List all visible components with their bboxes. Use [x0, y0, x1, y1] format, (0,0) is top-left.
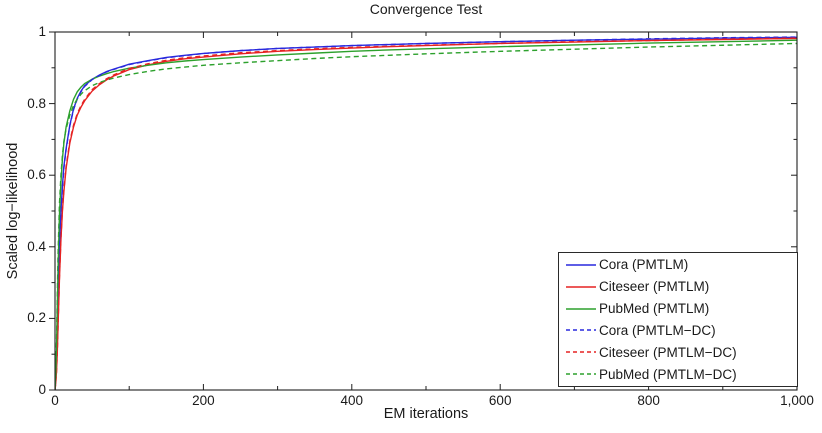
legend-line-dashed-icon [566, 351, 596, 353]
y-tick-label: 0 [38, 382, 46, 397]
chart-title: Convergence Test [369, 1, 483, 17]
legend-item: Citeseer (PMTLM−DC) [566, 342, 797, 363]
legend-item: PubMed (PMTLM−DC) [566, 364, 797, 385]
legend-line-dashed-icon [566, 373, 596, 375]
x-tick-label: 200 [192, 393, 215, 408]
x-tick-label: 800 [637, 393, 660, 408]
legend-label: Citeseer (PMTLM−DC) [599, 344, 737, 360]
series-line-4 [54, 37, 798, 391]
legend-item: PubMed (PMTLM) [566, 298, 797, 319]
legend-line-solid-icon [566, 264, 596, 266]
y-tick-label: 0.6 [27, 167, 46, 183]
y-tick-label: 0.8 [27, 95, 46, 111]
legend-line-solid-icon [566, 285, 596, 288]
legend-label: Cora (PMTLM−DC) [599, 322, 716, 338]
legend-item: Citeseer (PMTLM) [566, 276, 797, 297]
legend-line-solid-icon [566, 307, 596, 310]
y-tick-label: 0.2 [27, 310, 46, 326]
x-tick-label: 400 [340, 393, 364, 408]
legend-item: Cora (PMTLM−DC) [566, 320, 797, 341]
x-tick-label: 0 [51, 393, 59, 408]
x-tick-label: 1,000 [780, 393, 814, 408]
legend-line-dashed-icon [566, 329, 596, 332]
x-tick-label: 600 [488, 393, 512, 408]
x-axis-label: EM iterations [383, 406, 469, 422]
y-tick-label: 1 [38, 24, 46, 39]
series-line-3 [54, 36, 798, 391]
legend: Cora (PMTLM) Citeseer (PMTLM) PubMed (PMTL… [558, 252, 798, 387]
legend-label: Cora (PMTLM) [599, 257, 689, 273]
legend-item: Cora (PMTLM) [566, 254, 797, 275]
y-tick-label: 0.4 [27, 238, 46, 254]
legend-label: Citeseer (PMTLM) [599, 279, 710, 295]
legend-label: PubMed (PMTLM−DC) [599, 366, 737, 382]
legend-label: PubMed (PMTLM) [599, 301, 710, 317]
series-line-5 [54, 42, 798, 391]
